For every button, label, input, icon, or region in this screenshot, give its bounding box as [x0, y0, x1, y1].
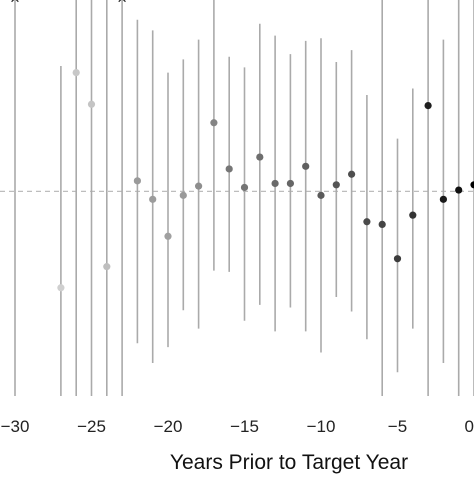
- data-point: [149, 195, 157, 203]
- data-point: [424, 102, 432, 110]
- data-point: [348, 170, 356, 178]
- x-tick-label: −25: [77, 417, 106, 436]
- x-tick-group: −30 −25 −20 −15 −10 −5 0: [1, 417, 474, 436]
- data-point: [164, 232, 172, 240]
- data-point: [72, 69, 80, 77]
- data-point: [179, 191, 187, 199]
- x-axis-title: Years Prior to Target Year: [170, 451, 408, 474]
- data-point: [225, 165, 233, 173]
- x-tick-label: 0: [465, 417, 474, 436]
- data-point: [256, 153, 264, 161]
- data-point: [195, 182, 203, 190]
- x-tick-label: −5: [388, 417, 407, 436]
- data-point: [439, 195, 447, 203]
- data-point: [103, 263, 111, 271]
- data-point: [317, 191, 325, 199]
- data-point: [57, 284, 65, 292]
- interval-group: [14, 0, 474, 396]
- data-point: [133, 177, 141, 185]
- point-group: [57, 69, 474, 292]
- x-tick-label: −15: [230, 417, 259, 436]
- data-point: [332, 181, 340, 189]
- top-marker: ×: [117, 0, 127, 8]
- data-point: [470, 181, 474, 189]
- x-tick-label: −10: [307, 417, 336, 436]
- x-tick-label: −30: [1, 417, 30, 436]
- data-point: [378, 220, 386, 228]
- data-point: [87, 100, 96, 108]
- data-point: [271, 179, 279, 188]
- data-point: [240, 183, 249, 192]
- top-marker-group: ××: [10, 0, 127, 8]
- top-marker: ×: [10, 0, 20, 8]
- data-point: [409, 211, 417, 219]
- data-point: [393, 255, 402, 263]
- data-point: [302, 162, 310, 170]
- data-point: [455, 186, 463, 194]
- data-point: [363, 218, 371, 226]
- x-tick-label: −20: [154, 417, 183, 436]
- data-point: [286, 179, 294, 188]
- data-point: [210, 119, 218, 127]
